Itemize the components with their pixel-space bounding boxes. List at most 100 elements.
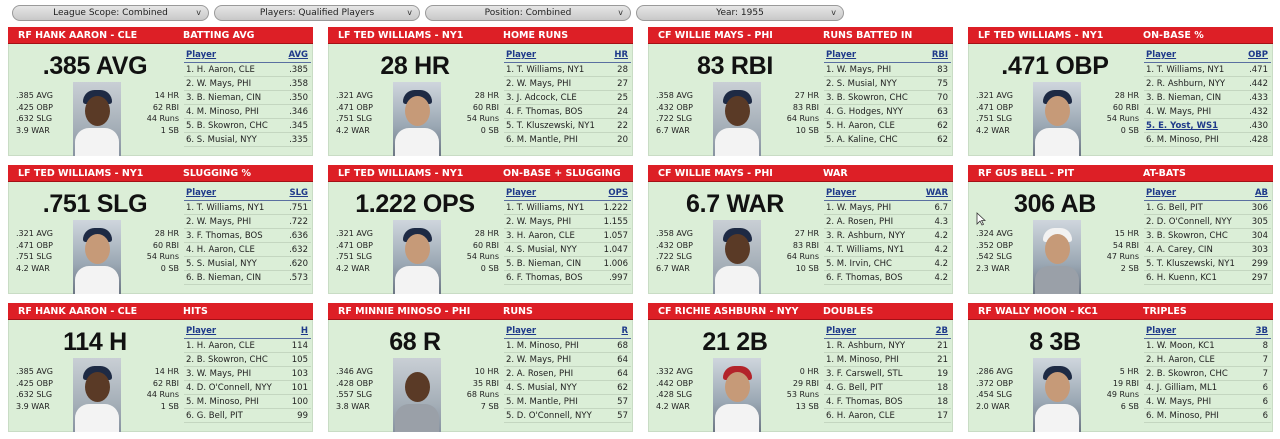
player-column-header[interactable]: Player bbox=[506, 188, 537, 198]
table-row[interactable]: 1. R. Ashburn, NYY 21 bbox=[824, 339, 951, 353]
player-photo[interactable] bbox=[73, 82, 121, 156]
table-row[interactable]: 1. T. Williams, NY1 .751 bbox=[184, 201, 311, 215]
player-column-header[interactable]: Player bbox=[826, 188, 857, 198]
stat-column-header[interactable]: HR bbox=[614, 50, 628, 60]
player-photo[interactable] bbox=[393, 358, 441, 432]
player-column-header[interactable]: Player bbox=[506, 326, 537, 336]
leader-name[interactable]: 6. G. Bell, PIT bbox=[186, 411, 243, 421]
leader-name[interactable]: 5. S. Musial, NYY bbox=[186, 259, 257, 269]
table-row[interactable]: 2. W. Mays, PHI 64 bbox=[504, 353, 631, 367]
table-row[interactable]: 4. G. Bell, PIT 18 bbox=[824, 381, 951, 395]
leader-name[interactable]: 4. W. Mays, PHI bbox=[1146, 107, 1212, 117]
leader-player-name[interactable]: LF TED WILLIAMS - NY1 bbox=[338, 168, 464, 179]
table-row[interactable]: 2. W. Mays, PHI .722 bbox=[184, 215, 311, 229]
leader-name[interactable]: 2. S. Musial, NYY bbox=[826, 79, 897, 89]
leader-name[interactable]: 4. T. Williams, NY1 bbox=[826, 245, 905, 255]
leader-name[interactable]: 1. T. Williams, NY1 bbox=[186, 203, 265, 213]
leader-name[interactable]: 3. W. Mays, PHI bbox=[186, 369, 252, 379]
leader-player-name[interactable]: RF HANK AARON - CLE bbox=[18, 30, 138, 41]
player-column-header[interactable]: Player bbox=[826, 50, 857, 60]
leader-player-name[interactable]: CF WILLIE MAYS - PHI bbox=[658, 30, 773, 41]
leader-name[interactable]: 2. A. Rosen, PHI bbox=[826, 217, 894, 227]
leader-name[interactable]: 5. B. Nieman, CIN bbox=[506, 259, 582, 269]
table-row[interactable]: 6. F. Thomas, BOS 4.2 bbox=[824, 271, 951, 285]
table-row[interactable]: 5. H. Aaron, CLE 62 bbox=[824, 119, 951, 133]
table-row[interactable]: 5. E. Yost, WS1 .430 bbox=[1144, 119, 1271, 133]
table-row[interactable]: 2. A. Rosen, PHI 64 bbox=[504, 367, 631, 381]
table-row[interactable]: 1. M. Minoso, PHI 21 bbox=[824, 353, 951, 367]
table-row[interactable]: 4. D. O'Connell, NYY 101 bbox=[184, 381, 311, 395]
table-row[interactable]: 4. A. Carey, CIN 303 bbox=[1144, 243, 1271, 257]
leader-name[interactable]: 2. W. Mays, PHI bbox=[506, 79, 572, 89]
table-row[interactable]: 6. B. Nieman, CIN .573 bbox=[184, 271, 311, 285]
leader-player-name[interactable]: RF WALLY MOON - KC1 bbox=[978, 306, 1098, 317]
table-row[interactable]: 1. H. Aaron, CLE .385 bbox=[184, 63, 311, 77]
leader-name[interactable]: 3. R. Ashburn, NYY bbox=[826, 231, 906, 241]
leader-name[interactable]: 1. G. Bell, PIT bbox=[1146, 203, 1203, 213]
position-dropdown[interactable]: Position: Combined v bbox=[425, 5, 631, 21]
table-row[interactable]: 5. M. Mantle, PHI 57 bbox=[504, 395, 631, 409]
table-row[interactable]: 2. W. Mays, PHI .358 bbox=[184, 77, 311, 91]
leader-player-name[interactable]: LF TED WILLIAMS - NY1 bbox=[338, 30, 464, 41]
table-row[interactable]: 6. S. Musial, NYY .335 bbox=[184, 133, 311, 147]
player-photo[interactable] bbox=[1033, 358, 1081, 432]
leader-player-name[interactable]: LF TED WILLIAMS - NY1 bbox=[18, 168, 144, 179]
table-row[interactable]: 4. S. Musial, NYY 1.047 bbox=[504, 243, 631, 257]
table-row[interactable]: 5. B. Nieman, CIN 1.006 bbox=[504, 257, 631, 271]
stat-column-header[interactable]: H bbox=[300, 326, 308, 336]
leader-name[interactable]: 2. B. Skowron, CHC bbox=[186, 355, 268, 365]
table-row[interactable]: 4. J. Gilliam, ML1 6 bbox=[1144, 381, 1271, 395]
table-row[interactable]: 5. S. Musial, NYY .620 bbox=[184, 257, 311, 271]
stat-column-header[interactable]: OPS bbox=[608, 188, 628, 198]
table-row[interactable]: 1. M. Minoso, PHI 68 bbox=[504, 339, 631, 353]
table-row[interactable]: 4. F. Thomas, BOS 24 bbox=[504, 105, 631, 119]
leader-name[interactable]: 4. J. Gilliam, ML1 bbox=[1146, 383, 1218, 393]
table-row[interactable]: 3. F. Carswell, STL 19 bbox=[824, 367, 951, 381]
leader-name[interactable]: 1. M. Minoso, PHI bbox=[506, 341, 579, 351]
player-column-header[interactable]: Player bbox=[1146, 188, 1177, 198]
table-row[interactable]: 2. B. Skowron, CHC 7 bbox=[1144, 367, 1271, 381]
leader-name[interactable]: 6. M. Minoso, PHI bbox=[1146, 411, 1219, 421]
leader-name[interactable]: 2. B. Skowron, CHC bbox=[1146, 369, 1228, 379]
leader-name[interactable]: 5. M. Minoso, PHI bbox=[186, 397, 259, 407]
table-row[interactable]: 6. H. Kuenn, KC1 297 bbox=[1144, 271, 1271, 285]
table-row[interactable]: 1. W. Mays, PHI 83 bbox=[824, 63, 951, 77]
table-row[interactable]: 2. R. Ashburn, NYY .442 bbox=[1144, 77, 1271, 91]
leader-name[interactable]: 6. M. Minoso, PHI bbox=[1146, 135, 1219, 145]
leader-name[interactable]: 5. D. O'Connell, NYY bbox=[506, 411, 592, 421]
table-row[interactable]: 1. G. Bell, PIT 306 bbox=[1144, 201, 1271, 215]
table-row[interactable]: 5. M. Irvin, CHC 4.2 bbox=[824, 257, 951, 271]
player-photo[interactable] bbox=[1033, 82, 1081, 156]
table-row[interactable]: 3. B. Nieman, CIN .433 bbox=[1144, 91, 1271, 105]
leader-name[interactable]: 1. H. Aaron, CLE bbox=[186, 65, 255, 75]
leader-name[interactable]: 5. T. Kluszewski, NY1 bbox=[1146, 259, 1235, 269]
player-photo[interactable] bbox=[713, 358, 761, 432]
leader-name[interactable]: 1. W. Mays, PHI bbox=[826, 65, 892, 75]
stat-column-header[interactable]: 2B bbox=[935, 326, 948, 336]
player-photo[interactable] bbox=[73, 358, 121, 432]
players-dropdown[interactable]: Players: Qualified Players v bbox=[214, 5, 420, 21]
table-row[interactable]: 5. T. Kluszewski, NY1 22 bbox=[504, 119, 631, 133]
leader-name[interactable]: 5. E. Yost, WS1 bbox=[1146, 121, 1219, 131]
leader-name[interactable]: 1. R. Ashburn, NYY bbox=[826, 341, 906, 351]
leader-name[interactable]: 4. H. Aaron, CLE bbox=[186, 245, 255, 255]
player-column-header[interactable]: Player bbox=[186, 50, 217, 60]
leader-name[interactable]: 4. S. Musial, NYY bbox=[506, 245, 577, 255]
table-row[interactable]: 6. M. Minoso, PHI 6 bbox=[1144, 409, 1271, 423]
table-row[interactable]: 1. H. Aaron, CLE 114 bbox=[184, 339, 311, 353]
table-row[interactable]: 5. D. O'Connell, NYY 57 bbox=[504, 409, 631, 423]
table-row[interactable]: 5. T. Kluszewski, NY1 299 bbox=[1144, 257, 1271, 271]
leader-name[interactable]: 3. B. Nieman, CIN bbox=[186, 93, 262, 103]
leader-name[interactable]: 3. H. Aaron, CLE bbox=[506, 231, 575, 241]
table-row[interactable]: 1. W. Mays, PHI 6.7 bbox=[824, 201, 951, 215]
leader-name[interactable]: 4. G. Bell, PIT bbox=[826, 383, 883, 393]
table-row[interactable]: 3. F. Thomas, BOS .636 bbox=[184, 229, 311, 243]
stat-column-header[interactable]: SLG bbox=[289, 188, 308, 198]
table-row[interactable]: 4. H. Aaron, CLE .632 bbox=[184, 243, 311, 257]
leader-name[interactable]: 2. H. Aaron, CLE bbox=[1146, 355, 1215, 365]
leader-player-name[interactable]: CF WILLIE MAYS - PHI bbox=[658, 168, 773, 179]
leader-name[interactable]: 3. F. Thomas, BOS bbox=[186, 231, 263, 241]
table-row[interactable]: 3. B. Nieman, CIN .350 bbox=[184, 91, 311, 105]
player-photo[interactable] bbox=[73, 220, 121, 294]
table-row[interactable]: 6. F. Thomas, BOS .997 bbox=[504, 271, 631, 285]
